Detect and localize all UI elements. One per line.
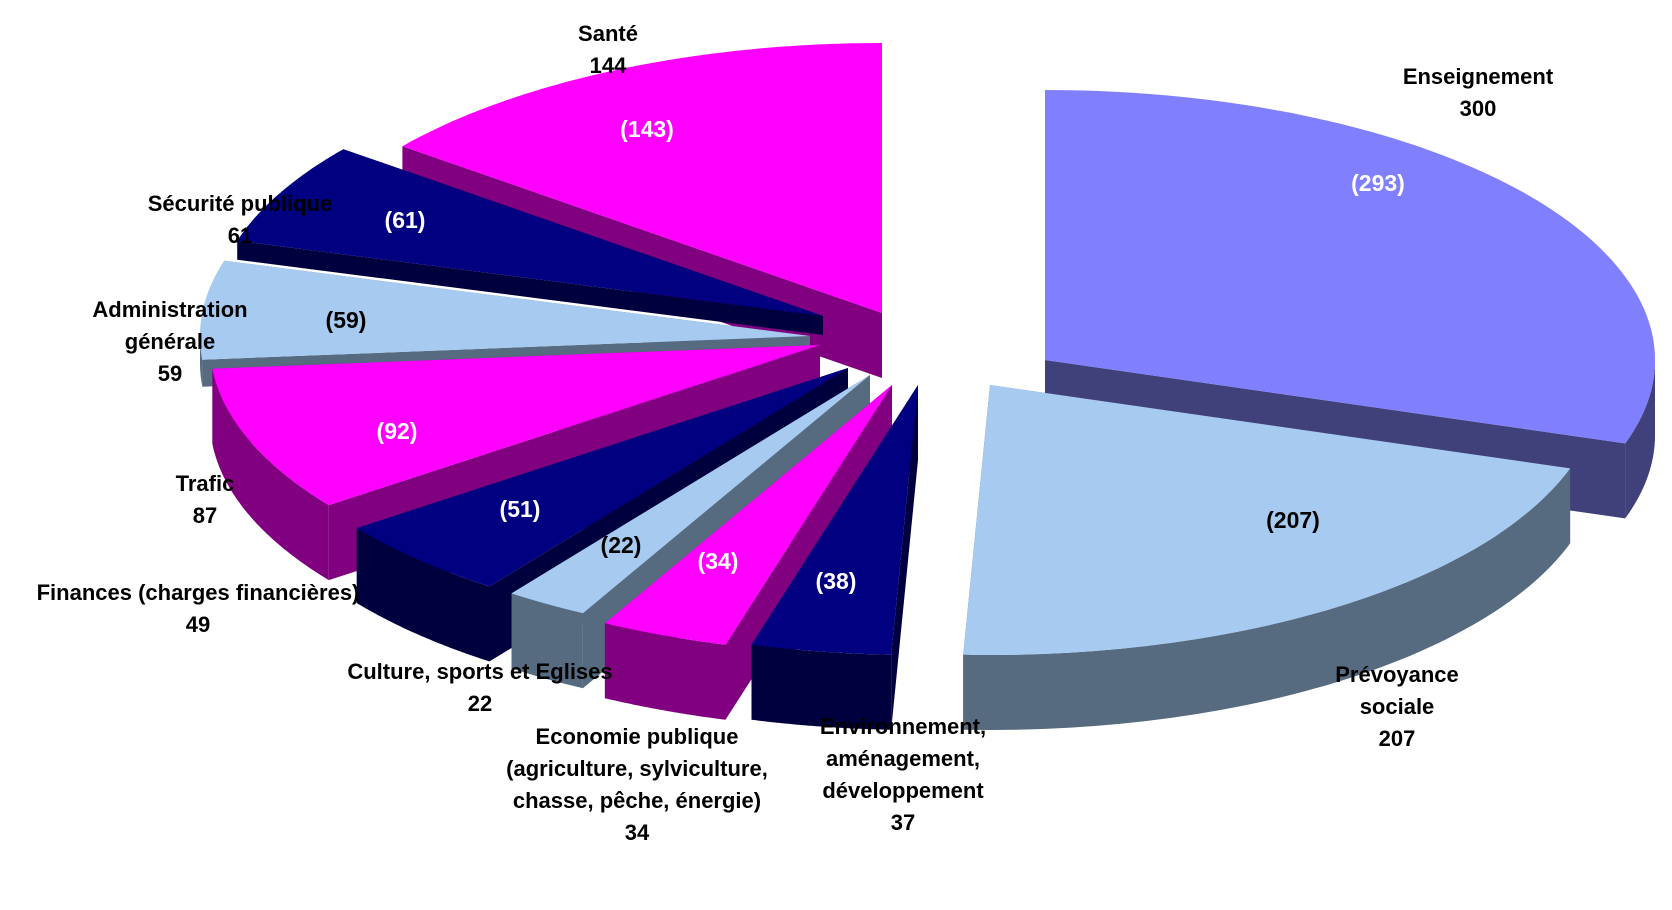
slice-inner-label: (51) [500, 496, 541, 522]
slice-top-face [751, 385, 918, 655]
slice-outer-wall [604, 623, 726, 720]
slice-category-label: Prévoyance sociale 207 [1335, 662, 1459, 751]
slice-outer-wall [1625, 360, 1655, 519]
slice-inner-label: (22) [601, 532, 642, 558]
slice-outer-wall [356, 528, 490, 662]
slice-inner-label: (207) [1266, 507, 1320, 533]
slice-top-face [200, 260, 810, 360]
slice-category-label: Administration générale 59 [92, 297, 247, 386]
slice-top-face [511, 375, 870, 614]
slice-side-wall [237, 240, 823, 335]
slice-top-face [604, 385, 892, 645]
slice-inner-label: (143) [620, 116, 674, 142]
pie-slice-securite-publique [237, 149, 823, 335]
slice-outer-wall [511, 593, 583, 689]
slice-category-label: Santé 144 [578, 21, 638, 78]
slice-side-wall [891, 385, 918, 730]
slice-inner-label: (61) [385, 207, 426, 233]
slice-category-label: Culture, sports et Eglises 22 [347, 659, 612, 716]
slice-category-label: Trafic 87 [176, 471, 235, 528]
slice-inner-label: (59) [326, 307, 367, 333]
slice-top-face [402, 43, 882, 313]
slice-category-label: Sécurité publique 61 [148, 191, 333, 248]
slice-top-face [963, 385, 1571, 655]
slice-top-face [212, 345, 820, 506]
slice-inner-label: (293) [1351, 170, 1405, 196]
slice-top-face [237, 149, 823, 316]
slice-outer-wall [212, 368, 329, 581]
slice-inner-label: (38) [816, 568, 857, 594]
slice-category-label: Environnement, aménagement, développement 3… [820, 714, 986, 835]
slice-inner-label: (92) [377, 418, 418, 444]
slice-inner-label: (34) [698, 548, 739, 574]
slice-outer-wall [963, 468, 1571, 730]
pie-slice-environnement-amenagement-developpement [751, 385, 918, 730]
slice-outer-wall [751, 644, 892, 730]
slice-value: 207 [1379, 726, 1416, 751]
slice-category-label: Economie publique (agriculture, sylvicult… [506, 724, 768, 845]
slice-outer-wall [200, 336, 203, 387]
slice-top-face [1045, 90, 1655, 444]
slice-category-label: Finances (charges financières) 49 [37, 580, 360, 637]
slice-value: 300 [1460, 96, 1497, 121]
slice-top-face [356, 368, 848, 587]
pie-slice-prevoyance-sociale [963, 385, 1571, 730]
slice-category-label: Enseignement 300 [1403, 64, 1554, 121]
